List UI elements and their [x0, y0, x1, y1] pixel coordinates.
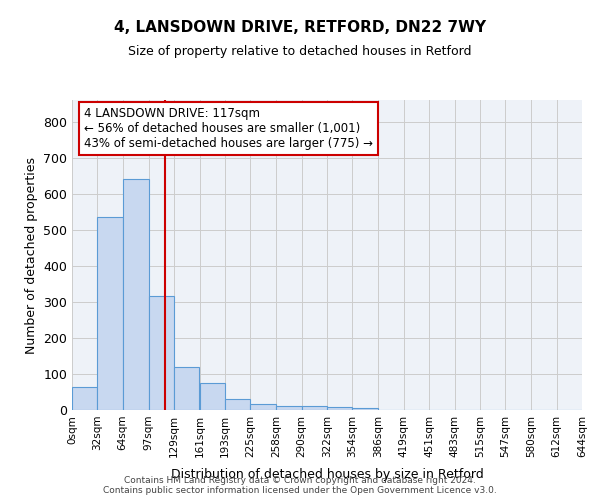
Text: Contains HM Land Registry data © Crown copyright and database right 2024.
Contai: Contains HM Land Registry data © Crown c… [103, 476, 497, 495]
X-axis label: Distribution of detached houses by size in Retford: Distribution of detached houses by size … [170, 468, 484, 481]
Text: 4, LANSDOWN DRIVE, RETFORD, DN22 7WY: 4, LANSDOWN DRIVE, RETFORD, DN22 7WY [114, 20, 486, 35]
Bar [122, 180, 149, 410]
Bar [352, 408, 377, 410]
Bar [72, 386, 97, 410]
Bar [174, 368, 199, 410]
Bar [199, 383, 225, 410]
Text: Size of property relative to detached houses in Retford: Size of property relative to detached ho… [128, 45, 472, 58]
Bar [277, 406, 302, 410]
Bar [97, 217, 122, 410]
Bar [327, 408, 352, 410]
Text: 4 LANSDOWN DRIVE: 117sqm
← 56% of detached houses are smaller (1,001)
43% of sem: 4 LANSDOWN DRIVE: 117sqm ← 56% of detach… [84, 107, 373, 150]
Bar [149, 296, 174, 410]
Bar [250, 404, 277, 410]
Y-axis label: Number of detached properties: Number of detached properties [25, 156, 38, 354]
Bar [302, 406, 327, 410]
Bar [225, 399, 250, 410]
